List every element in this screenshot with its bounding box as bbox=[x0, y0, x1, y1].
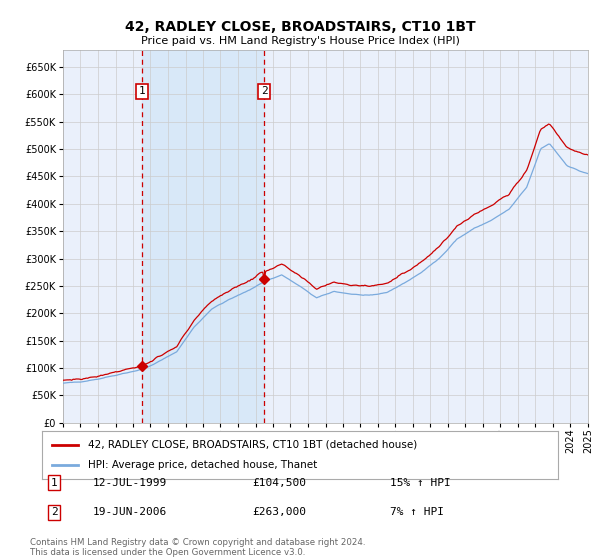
Text: 15% ↑ HPI: 15% ↑ HPI bbox=[390, 478, 451, 488]
Bar bbox=[142, 50, 264, 423]
Text: 12-JUL-1999: 12-JUL-1999 bbox=[93, 478, 167, 488]
Text: 1: 1 bbox=[138, 86, 145, 96]
Text: 2: 2 bbox=[50, 507, 58, 517]
Text: 19-JUN-2006: 19-JUN-2006 bbox=[93, 507, 167, 517]
Text: £104,500: £104,500 bbox=[252, 478, 306, 488]
Text: 1: 1 bbox=[50, 478, 58, 488]
Text: £263,000: £263,000 bbox=[252, 507, 306, 517]
Text: Price paid vs. HM Land Registry's House Price Index (HPI): Price paid vs. HM Land Registry's House … bbox=[140, 36, 460, 46]
Text: Contains HM Land Registry data © Crown copyright and database right 2024.
This d: Contains HM Land Registry data © Crown c… bbox=[30, 538, 365, 557]
Text: 7% ↑ HPI: 7% ↑ HPI bbox=[390, 507, 444, 517]
Text: 42, RADLEY CLOSE, BROADSTAIRS, CT10 1BT: 42, RADLEY CLOSE, BROADSTAIRS, CT10 1BT bbox=[125, 20, 475, 34]
Text: 42, RADLEY CLOSE, BROADSTAIRS, CT10 1BT (detached house): 42, RADLEY CLOSE, BROADSTAIRS, CT10 1BT … bbox=[88, 440, 418, 450]
Text: 2: 2 bbox=[261, 86, 268, 96]
Text: HPI: Average price, detached house, Thanet: HPI: Average price, detached house, Than… bbox=[88, 460, 317, 470]
